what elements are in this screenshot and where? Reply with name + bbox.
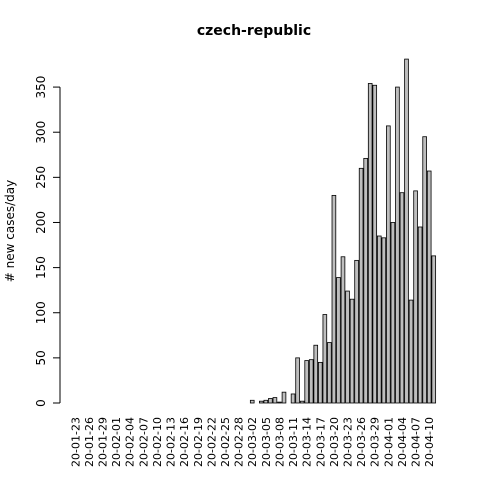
bar-20-03-16	[314, 345, 318, 403]
bar-20-03-15	[309, 360, 313, 403]
x-tick-label: 20-03-14	[301, 417, 314, 467]
x-tick-label: 20-04-07	[410, 417, 423, 467]
y-tick-label: 0	[34, 399, 48, 407]
x-tick-label: 20-02-22	[205, 417, 218, 467]
x-tick-label: 20-02-04	[124, 417, 137, 467]
x-tick-label: 20-01-29	[96, 417, 109, 467]
chart-title: czech-republic	[197, 23, 311, 39]
bar-20-03-07	[273, 398, 277, 403]
bar-20-03-02	[250, 400, 254, 403]
y-tick-label: 350	[34, 76, 48, 99]
bar-20-03-25	[355, 260, 359, 403]
x-tick-label: 20-02-16	[178, 417, 191, 467]
bar-20-03-17	[318, 362, 322, 403]
bar-20-03-24	[350, 299, 354, 403]
y-tick-label: 300	[34, 121, 48, 144]
bar-20-03-11	[291, 394, 295, 403]
x-tick-label: 20-03-05	[260, 417, 273, 467]
bar-20-03-06	[269, 398, 273, 403]
x-tick-label: 20-02-19	[192, 417, 205, 467]
bar-20-04-01	[386, 126, 390, 403]
bar-20-03-29	[373, 85, 377, 403]
bar-20-03-22	[341, 257, 345, 403]
bar-20-03-30	[377, 236, 381, 403]
x-tick-label: 20-02-13	[165, 417, 178, 467]
y-tick-label: 150	[34, 256, 48, 279]
x-tick-label: 20-03-23	[342, 417, 355, 467]
x-tick-label: 20-04-01	[382, 417, 395, 467]
bar-20-04-06	[409, 300, 413, 403]
bar-20-04-03	[396, 87, 400, 403]
y-tick-label: 50	[34, 350, 48, 365]
bar-20-04-02	[391, 222, 395, 403]
bar-20-03-08	[278, 402, 282, 403]
x-tick-label: 20-03-29	[369, 417, 382, 467]
bar-20-03-20	[332, 195, 336, 403]
bars	[250, 59, 435, 403]
x-tick-label: 20-02-25	[219, 417, 232, 467]
x-tick-label: 20-03-20	[328, 417, 341, 467]
bar-20-03-21	[337, 278, 341, 403]
bar-20-03-18	[323, 315, 327, 403]
y-tick-label: 100	[34, 301, 48, 324]
bar-20-04-09	[423, 137, 427, 403]
x-tick-label: 20-03-02	[246, 417, 259, 467]
bar-20-03-28	[368, 83, 372, 403]
bar-20-03-09	[282, 392, 286, 403]
bar-20-03-12	[296, 358, 300, 403]
x-tick-label: 20-03-11	[287, 417, 300, 467]
x-tick-label: 20-01-26	[83, 417, 96, 467]
y-tick-label: 200	[34, 211, 48, 234]
x-tick-label: 20-03-26	[355, 417, 368, 467]
y-axis-label: # new cases/day	[3, 180, 17, 282]
x-tick-label: 20-02-28	[233, 417, 246, 467]
bar-20-04-10	[427, 171, 431, 403]
x-tick-label: 20-02-01	[110, 417, 123, 467]
bar-20-03-13	[300, 401, 304, 403]
bar-20-04-05	[405, 59, 409, 403]
y-tick-label: 250	[34, 166, 48, 189]
x-tick-label: 20-02-07	[137, 417, 150, 467]
x-tick-label: 20-04-10	[423, 417, 436, 467]
bar-20-03-19	[327, 343, 331, 403]
bar-20-03-26	[359, 168, 363, 403]
y-axis: 0 50 100 150 200 250 300 350	[34, 76, 60, 407]
bar-20-04-07	[414, 191, 418, 403]
bar-20-03-23	[346, 291, 350, 403]
x-tick-label: 20-01-23	[69, 417, 82, 467]
bar-20-03-14	[305, 361, 309, 403]
x-tick-label: 20-03-08	[273, 417, 286, 467]
bar-20-03-04	[259, 401, 263, 403]
x-tick-label: 20-03-17	[314, 417, 327, 467]
bar-20-03-27	[364, 158, 368, 403]
x-axis: 20-01-23 20-01-26 20-01-29 20-02-01 20-02-04…	[69, 417, 436, 467]
bar-undefined	[432, 256, 436, 403]
x-tick-label: 20-04-04	[396, 417, 409, 467]
bar-20-04-04	[400, 193, 404, 403]
bar-20-04-08	[418, 227, 422, 403]
x-tick-label: 20-02-10	[151, 417, 164, 467]
bar-20-03-31	[382, 238, 386, 403]
bar-20-03-05	[264, 400, 268, 403]
